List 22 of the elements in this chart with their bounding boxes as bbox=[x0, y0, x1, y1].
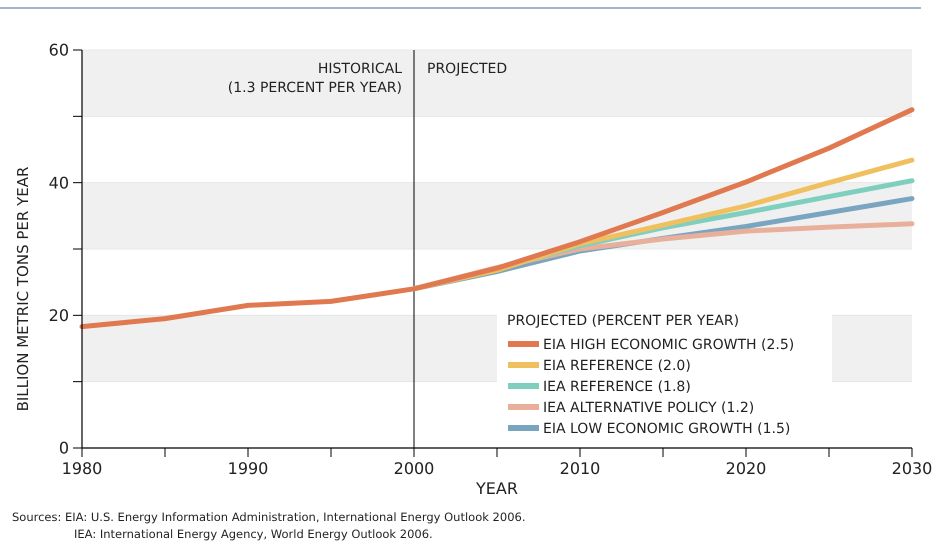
x-tick-label: 1980 bbox=[62, 459, 102, 478]
legend-title: PROJECTED (PERCENT PER YEAR) bbox=[507, 313, 740, 329]
legend-label: EIA REFERENCE (2.0) bbox=[543, 358, 691, 374]
text: IEA: International Energy Agency, World Energy Outlook 2006. bbox=[74, 527, 433, 541]
legend-label: EIA LOW ECONOMIC GROWTH (1.5) bbox=[543, 420, 790, 437]
y-tick-label: 40 bbox=[48, 173, 69, 192]
annotation: HISTORICAL (1.3 PERCENT PER YEAR) bbox=[228, 61, 402, 96]
x-tick-label: 2010 bbox=[560, 459, 600, 478]
y-tick-label: 0 bbox=[58, 438, 69, 458]
y-tick-label: 60 bbox=[48, 40, 69, 60]
x-tick-label: 1990 bbox=[228, 459, 268, 478]
x-tick-label: 2000 bbox=[394, 459, 434, 478]
legend-label: IEA ALTERNATIVE POLICY (1.2) bbox=[543, 400, 754, 416]
annotation: PROJECTED bbox=[427, 61, 508, 77]
y-axis-title: BILLION METRIC TONS PER YEAR bbox=[14, 166, 32, 412]
y-tick-label: 20 bbox=[48, 306, 69, 325]
source-note: Sources: EIA: U.S. Energy Information Administration, International Energy Outlook 2006. bbox=[12, 510, 526, 524]
x-tick-label: 2030 bbox=[892, 459, 932, 478]
legend-label: EIA HIGH ECONOMIC GROWTH (2.5) bbox=[543, 336, 794, 353]
x-axis-title: YEAR bbox=[475, 479, 518, 498]
x-tick-label: 2020 bbox=[726, 459, 766, 478]
legend-label: IEA REFERENCE (1.8) bbox=[543, 378, 691, 395]
